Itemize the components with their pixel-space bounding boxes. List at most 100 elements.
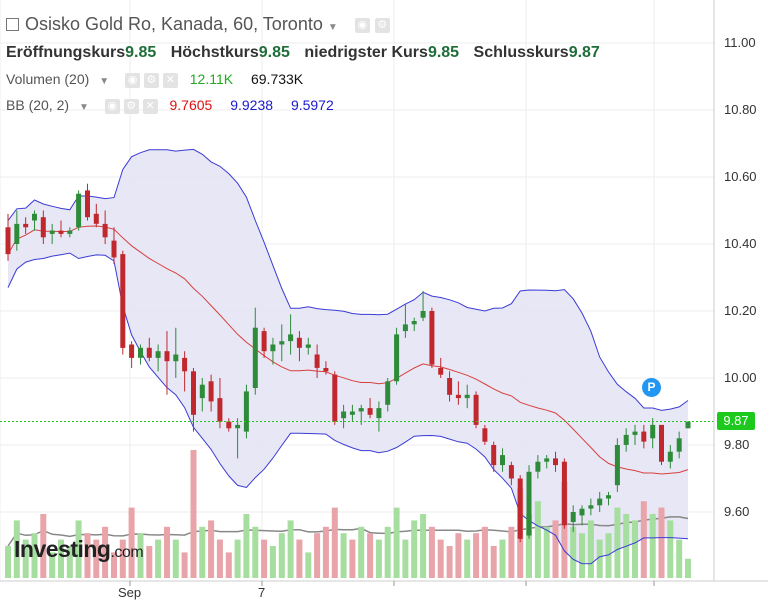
symbol-title-row: Osisko Gold Ro, Kanada, 60, Toronto ▼ ◉ … <box>0 14 390 35</box>
price-tick-label: 10.40 <box>724 236 757 251</box>
chevron-down-icon[interactable]: ▼ <box>327 22 338 33</box>
ohlc-row: Eröffnungskurs9.85 Höchstkurs9.85 niedri… <box>6 44 610 62</box>
volume-bar <box>75 520 82 578</box>
volume-bar <box>261 539 268 578</box>
candle-body <box>385 381 391 405</box>
gear-icon[interactable]: ⚙ <box>143 72 159 88</box>
candle-body <box>164 351 170 362</box>
volume-bar <box>543 526 550 578</box>
close-value: 9.87 <box>568 44 600 61</box>
volume-bar <box>322 526 329 578</box>
candle-body <box>191 371 196 415</box>
close-icon[interactable]: ✕ <box>162 72 178 88</box>
candle-body <box>526 471 532 536</box>
volume-bar <box>534 501 541 578</box>
gear-icon[interactable]: ⚙ <box>123 98 139 114</box>
candle-body <box>261 331 267 352</box>
open-label: Eröffnungskurs <box>6 44 126 61</box>
price-tick-label: 10.80 <box>724 102 757 117</box>
candle-body <box>14 223 20 244</box>
candle-body <box>305 344 311 348</box>
time-tick-label: 7 <box>258 585 266 600</box>
candle-body <box>23 223 29 228</box>
volume-bar <box>490 546 497 578</box>
candle-body <box>667 451 673 462</box>
chevron-down-icon[interactable]: ▼ <box>79 102 89 113</box>
volume-bar <box>428 526 435 578</box>
candle-body <box>182 357 188 372</box>
volume-bar <box>137 533 144 578</box>
eye-icon[interactable]: ◉ <box>354 17 370 33</box>
bollinger-indicator-row: BB (20, 2) ▼ ◉ ⚙ ✕ 9.7605 9.9238 9.5972 <box>6 97 334 114</box>
candle-body <box>376 408 382 419</box>
volume-indicator-row: Volumen (20) ▼ ◉ ⚙ ✕ 12.11K 69.733K <box>6 71 303 88</box>
event-marker-icon[interactable]: P <box>642 378 661 397</box>
volume-bar <box>420 514 427 578</box>
candle-body <box>517 478 523 539</box>
volume-bar <box>49 552 56 578</box>
bollinger-indicator-label[interactable]: BB (20, 2) <box>6 97 70 113</box>
volume-bar <box>208 520 215 578</box>
open-value: 9.85 <box>125 44 157 61</box>
volume-bar <box>305 552 312 578</box>
volume-bar <box>349 539 356 578</box>
volume-bar <box>269 546 276 578</box>
candle-body <box>314 354 320 368</box>
price-tick-label: 9.60 <box>724 504 750 519</box>
volume-bar <box>5 546 11 578</box>
candle-body <box>129 344 135 358</box>
bb-upper-value: 9.9238 <box>230 97 274 113</box>
collapse-toggle-icon[interactable] <box>6 17 19 31</box>
bb-lower-value: 9.5972 <box>290 97 334 113</box>
volume-bar <box>367 533 374 578</box>
volume-bar <box>596 539 603 578</box>
candle-body <box>102 223 108 238</box>
volume-moving-average-line <box>7 516 689 547</box>
bb-middle-value: 9.7605 <box>169 97 213 113</box>
candle-body <box>438 368 444 375</box>
candle-body <box>570 512 576 522</box>
candle-body <box>32 213 37 221</box>
candle-body <box>76 193 82 228</box>
candle-body <box>235 424 241 429</box>
candle-body <box>500 455 505 466</box>
volume-bar <box>455 533 462 578</box>
volume-bar <box>331 507 338 578</box>
candle-body <box>217 398 223 422</box>
candle-body <box>447 378 453 395</box>
chevron-down-icon[interactable]: ▼ <box>99 76 110 87</box>
volume-indicator-label[interactable]: Volumen (20) <box>6 71 90 87</box>
volume-bar <box>119 539 126 578</box>
volume-bar <box>393 507 400 578</box>
volume-bar <box>40 514 47 578</box>
low-value: 9.85 <box>427 44 460 61</box>
candle-body <box>420 311 426 318</box>
bollinger-upper-band <box>7 148 689 411</box>
volume-bar <box>66 546 73 578</box>
candle-body <box>597 498 603 506</box>
eye-icon[interactable]: ◉ <box>104 98 120 114</box>
volume-bar <box>667 520 674 578</box>
candle-body <box>49 230 55 234</box>
candle-body <box>579 508 585 516</box>
volume-bar <box>640 501 647 578</box>
volume-bar <box>508 526 515 578</box>
symbol-title[interactable]: Osisko Gold Ro, Kanada, 60, Toronto <box>25 14 323 34</box>
candle-body <box>332 374 338 422</box>
candle-body <box>138 347 143 358</box>
volume-bar <box>278 533 285 578</box>
candle-body <box>659 424 664 462</box>
candle-body <box>411 321 417 325</box>
logo-text: Investing <box>14 536 111 562</box>
volume-bar <box>658 507 665 578</box>
volume-bar <box>234 539 241 578</box>
eye-icon[interactable]: ◉ <box>125 72 141 88</box>
gear-icon[interactable]: ⚙ <box>374 17 390 33</box>
candle-body <box>685 421 691 429</box>
volume-bar <box>216 539 223 578</box>
candle-body <box>341 411 347 419</box>
candle-body <box>491 445 497 466</box>
candle-body <box>535 461 541 472</box>
close-icon[interactable]: ✕ <box>142 98 158 114</box>
